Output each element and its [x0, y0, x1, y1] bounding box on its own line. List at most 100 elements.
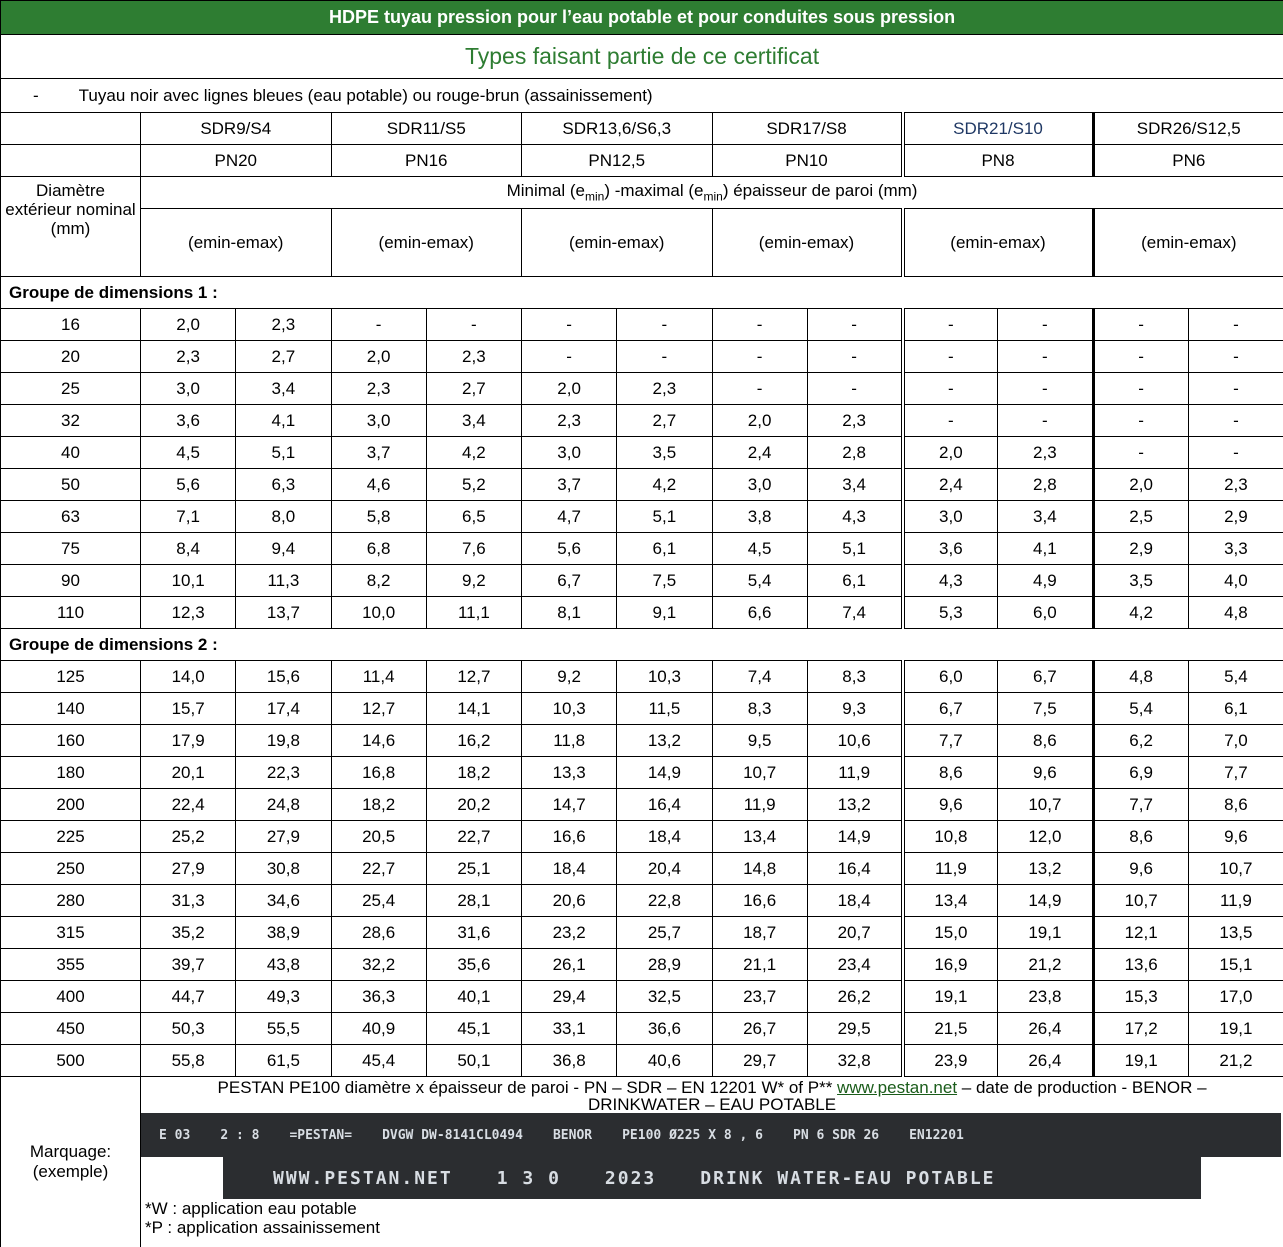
photo-text: 2023 [605, 1168, 656, 1189]
group-label: Groupe de dimensions 1 : [1, 277, 1283, 309]
thickness-value: 14,9 [807, 821, 902, 853]
thickness-value: 7,5 [998, 693, 1093, 725]
thickness-value: 10,1 [141, 565, 236, 597]
sdr-header: SDR13,6/S6,3 [522, 113, 713, 145]
sdr-header: SDR21/S10 [903, 113, 1094, 145]
title: HDPE tuyau pression pour l’eau potable e… [1, 1, 1283, 35]
thickness-value: - [903, 405, 998, 437]
thickness-value: 2,3 [236, 309, 331, 341]
thickness-value: 8,3 [807, 661, 902, 693]
page: HDPE tuyau pression pour l’eau potable e… [0, 0, 1283, 1247]
marking-label-line: Marquage: [1, 1142, 140, 1162]
thickness-value: 32,5 [617, 981, 712, 1013]
thickness-value: 26,1 [522, 949, 617, 981]
thickness-value: 31,6 [426, 917, 521, 949]
thickness-value: 5,6 [141, 469, 236, 501]
thickness-value: - [903, 373, 998, 405]
certificate-table: HDPE tuyau pression pour l’eau potable e… [0, 0, 1283, 1247]
thickness-value: 17,2 [1093, 1013, 1188, 1045]
thickness-value: 2,8 [998, 469, 1093, 501]
thickness-value: 4,3 [807, 501, 902, 533]
thickness-value: - [1188, 309, 1283, 341]
thickness-value: 3,0 [712, 469, 807, 501]
thickness-value: 55,5 [236, 1013, 331, 1045]
diameter: 63 [1, 501, 141, 533]
thickness-value: 24,8 [236, 789, 331, 821]
thickness-value: 3,5 [617, 437, 712, 469]
thickness-text: min [585, 190, 604, 204]
pn-header: PN10 [712, 145, 903, 177]
thickness-value: 55,8 [141, 1045, 236, 1077]
thickness-value: 25,4 [331, 885, 426, 917]
thickness-value: 12,1 [1093, 917, 1188, 949]
website-link[interactable]: www.pestan.net [837, 1078, 957, 1097]
thickness-value: 22,7 [426, 821, 521, 853]
thickness-value: 6,7 [522, 565, 617, 597]
thickness-value: 13,7 [236, 597, 331, 629]
table-row: Types faisant partie de ce certificat [1, 35, 1283, 79]
photo-text: BENOR [553, 1128, 592, 1143]
thickness-value: - [1188, 341, 1283, 373]
thickness-value: 17,4 [236, 693, 331, 725]
thickness-value: - [331, 309, 426, 341]
footnote: *W : application eau potable [141, 1199, 1283, 1218]
thickness-value: 7,0 [1188, 725, 1283, 757]
thickness-value: 26,4 [998, 1013, 1093, 1045]
thickness-value: 61,5 [236, 1045, 331, 1077]
thickness-value: 6,6 [712, 597, 807, 629]
table-row: (emin-emax)(emin-emax)(emin-emax)(emin-e… [1, 209, 1283, 277]
thickness-value: 3,7 [522, 469, 617, 501]
thickness-value: 27,9 [141, 853, 236, 885]
thickness-value: 23,7 [712, 981, 807, 1013]
table-row: 12514,015,611,412,79,210,37,48,36,06,74,… [1, 661, 1283, 693]
thickness-value: 5,8 [331, 501, 426, 533]
thickness-value: 14,8 [712, 853, 807, 885]
thickness-value: 7,7 [1093, 789, 1188, 821]
thickness-value: - [1093, 437, 1188, 469]
thickness-value: 43,8 [236, 949, 331, 981]
thickness-value: 3,4 [998, 501, 1093, 533]
thickness-value: 10,3 [617, 661, 712, 693]
photo-text: PE100 Ø225 X 8 , 6 [622, 1128, 763, 1143]
photo-text: E 03 [159, 1128, 190, 1143]
thickness-value: 11,4 [331, 661, 426, 693]
diameter: 160 [1, 725, 141, 757]
thickness-value: - [1188, 405, 1283, 437]
thickness-value: 16,4 [807, 853, 902, 885]
thickness-value: 35,2 [141, 917, 236, 949]
thickness-value: 20,1 [141, 757, 236, 789]
thickness-value: 6,9 [1093, 757, 1188, 789]
table-row: 14015,717,412,714,110,311,58,39,36,77,55… [1, 693, 1283, 725]
thickness-value: 3,4 [426, 405, 521, 437]
thickness-value: - [1093, 341, 1188, 373]
empty-cell [1, 145, 141, 177]
pn-header: PN12,5 [522, 145, 713, 177]
thickness-value: 4,8 [1188, 597, 1283, 629]
thickness-value: 10,6 [807, 725, 902, 757]
thickness-value: 7,4 [712, 661, 807, 693]
thickness-value: 39,7 [141, 949, 236, 981]
table-row: HDPE tuyau pression pour l’eau potable e… [1, 1, 1283, 35]
thickness-value: 2,0 [522, 373, 617, 405]
thickness-value: 13,2 [617, 725, 712, 757]
thickness-value: 23,2 [522, 917, 617, 949]
thickness-value: 22,8 [617, 885, 712, 917]
thickness-value: 22,3 [236, 757, 331, 789]
thickness-value: 19,8 [236, 725, 331, 757]
thickness-value: 26,2 [807, 981, 902, 1013]
thickness-value: 3,6 [141, 405, 236, 437]
thickness-value: 18,4 [617, 821, 712, 853]
diameter: 315 [1, 917, 141, 949]
thickness-value: 15,7 [141, 693, 236, 725]
thickness-value: 18,2 [331, 789, 426, 821]
thickness-value: - [807, 373, 902, 405]
thickness-value: 2,0 [712, 405, 807, 437]
range-header: (emin-emax) [1093, 209, 1283, 277]
photo-text: DVGW DW-8141CL0494 [382, 1128, 523, 1143]
thickness-value: 5,1 [617, 501, 712, 533]
thickness-value: 14,7 [522, 789, 617, 821]
thickness-value: 4,9 [998, 565, 1093, 597]
